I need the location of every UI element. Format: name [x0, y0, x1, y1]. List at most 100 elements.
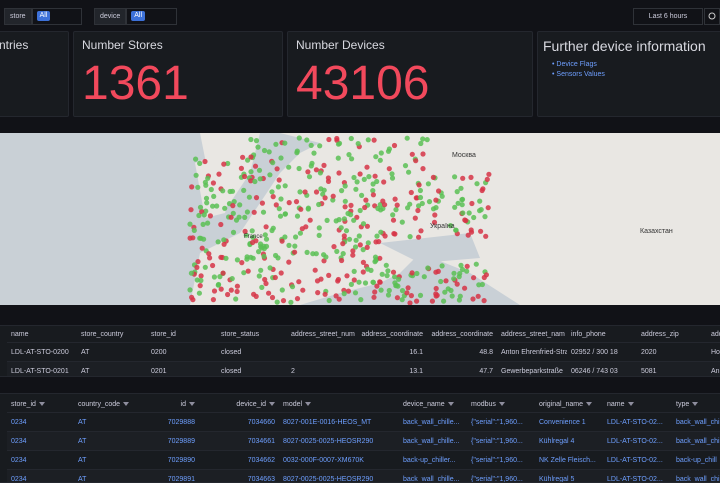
store-marker — [349, 136, 354, 141]
column-header[interactable]: store_id — [147, 326, 217, 343]
column-header[interactable]: store_country — [77, 326, 147, 343]
column-header[interactable]: device_name — [399, 396, 467, 413]
link[interactable]: • Device Flags — [552, 60, 605, 70]
store-marker — [263, 232, 268, 237]
store-marker — [288, 300, 293, 305]
store-marker — [262, 148, 267, 153]
store-marker — [348, 212, 353, 217]
link[interactable]: • Sensors Values — [552, 70, 605, 80]
column-header[interactable]: address_street_num — [287, 326, 357, 343]
store-marker — [343, 204, 348, 209]
store-marker — [222, 242, 227, 247]
cell: 0200 — [147, 343, 217, 362]
store-marker — [242, 174, 247, 179]
link-text[interactable]: Device Flags — [556, 61, 596, 68]
store-marker — [216, 239, 221, 244]
cell: {"serial":"1,960... — [467, 470, 535, 483]
store-marker — [425, 137, 430, 142]
store-marker — [216, 172, 221, 177]
store-marker — [280, 287, 285, 292]
column-header[interactable]: address_coordinate — [357, 326, 427, 343]
store-marker — [218, 222, 223, 227]
store-marker — [305, 169, 310, 174]
store-marker — [466, 233, 471, 238]
store-marker — [438, 279, 443, 284]
column-header[interactable]: device_id — [199, 396, 279, 413]
store-marker — [422, 274, 427, 279]
store-marker — [486, 205, 491, 210]
link-list: • Device Flags • Sensors Values — [552, 60, 605, 80]
store-marker — [282, 141, 287, 146]
filter-icon — [189, 402, 195, 406]
column-header[interactable]: name — [603, 396, 672, 413]
store-variable[interactable]: store All — [4, 8, 82, 24]
store-marker — [482, 298, 487, 303]
store-marker — [277, 177, 282, 182]
store-marker — [353, 244, 358, 249]
column-header[interactable]: model — [279, 396, 399, 413]
store-marker — [418, 293, 423, 298]
store-marker — [361, 260, 366, 265]
column-header[interactable]: modbus — [467, 396, 535, 413]
store-marker — [416, 235, 421, 240]
store-marker — [344, 273, 349, 278]
store-marker — [202, 212, 207, 217]
device-variable[interactable]: device All — [94, 8, 177, 24]
store-marker — [198, 283, 203, 288]
store-marker — [371, 280, 376, 285]
store-marker — [374, 234, 379, 239]
store-marker — [317, 233, 322, 238]
store-marker — [410, 270, 415, 275]
store-marker — [323, 292, 328, 297]
store-marker — [274, 202, 279, 207]
store-marker — [255, 145, 260, 150]
column-header[interactable]: address_coordinate — [427, 326, 497, 343]
column-header[interactable]: id — [141, 396, 199, 413]
store-marker — [436, 269, 441, 274]
cell: back_wall_chille... — [399, 432, 467, 451]
cell: back_wall_chill — [672, 432, 720, 451]
column-header[interactable]: addre — [707, 326, 720, 343]
store-marker — [212, 274, 217, 279]
store-marker — [242, 215, 247, 220]
column-header[interactable]: address_zip — [637, 326, 707, 343]
cell: 02952 / 300 18 — [567, 343, 637, 362]
column-header[interactable]: original_name — [535, 396, 603, 413]
store-marker — [321, 163, 326, 168]
cell: 8027-001E-0016-HEOS_MT — [279, 413, 399, 432]
column-header[interactable]: info_phone — [567, 326, 637, 343]
store-marker — [363, 198, 368, 203]
store-marker — [380, 199, 385, 204]
chip[interactable]: All — [131, 11, 145, 21]
cell: LDL-AT-STO-02... — [603, 451, 672, 470]
store-marker — [418, 188, 423, 193]
store-marker — [355, 179, 360, 184]
column-header[interactable]: country_code — [74, 396, 141, 413]
store-marker — [362, 177, 367, 182]
chip[interactable]: All — [37, 11, 51, 21]
zoom-button[interactable] — [704, 8, 720, 25]
store-marker — [225, 292, 230, 297]
store-marker — [298, 231, 303, 236]
column-header[interactable]: store_id — [7, 396, 74, 413]
column-header[interactable]: name — [7, 326, 77, 343]
store-marker — [452, 205, 457, 210]
store-marker — [425, 265, 430, 270]
cell: 8027-0025-0025-HEOSR290 — [279, 470, 399, 483]
store-marker — [336, 170, 341, 175]
store-marker — [456, 201, 461, 206]
store-marker — [396, 277, 401, 282]
cell: AT — [74, 451, 141, 470]
store-marker — [410, 152, 415, 157]
link-text[interactable]: Sensors Values — [556, 71, 605, 78]
store-marker — [250, 240, 255, 245]
column-header[interactable]: store_status — [217, 326, 287, 343]
store-marker — [294, 150, 299, 155]
cell: 5081 — [637, 362, 707, 378]
column-name: address_zip — [641, 331, 679, 338]
column-header[interactable]: type — [672, 396, 720, 413]
time-picker[interactable]: Last 6 hours — [633, 8, 703, 25]
column-header[interactable]: address_street_nam — [497, 326, 567, 343]
store-marker — [395, 203, 400, 208]
